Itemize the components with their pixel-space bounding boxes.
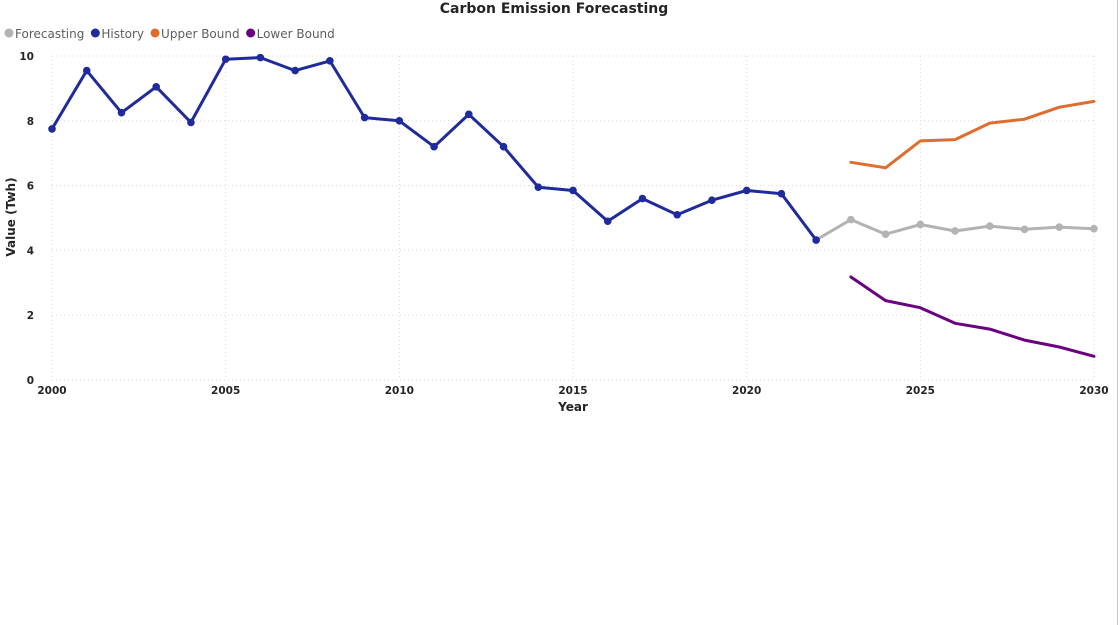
data-point-history[interactable] xyxy=(465,110,473,119)
y-axis-ticks: 0 2 4 6 8 10 xyxy=(19,51,34,387)
legend-item[interactable]: Lower Bound xyxy=(246,27,335,41)
data-point-forecasting[interactable] xyxy=(951,227,959,235)
x-tick-label: 2010 xyxy=(385,385,414,397)
legend-marker xyxy=(246,28,256,38)
x-axis-title: Year xyxy=(557,400,588,414)
legend-label: Lower Bound xyxy=(257,27,335,41)
data-point-history[interactable] xyxy=(82,66,91,75)
data-point-history[interactable] xyxy=(187,118,195,127)
data-point-history[interactable] xyxy=(48,125,56,133)
series-lower-bound xyxy=(849,275,1096,358)
data-point-forecasting[interactable] xyxy=(881,230,890,238)
data-point-history[interactable] xyxy=(117,108,126,117)
series-line-lower-bound xyxy=(849,275,1096,358)
data-point-forecasting[interactable] xyxy=(1055,223,1064,231)
data-point-forecasting[interactable] xyxy=(986,222,994,230)
y-tick-label: 10 xyxy=(19,51,34,63)
series-history xyxy=(48,53,820,244)
data-point-history[interactable] xyxy=(742,186,751,195)
series-lines xyxy=(48,53,1098,358)
data-point-history[interactable] xyxy=(708,196,716,204)
data-point-history[interactable] xyxy=(638,194,647,203)
data-point-history[interactable] xyxy=(534,183,543,192)
chart-title: Carbon Emission Forecasting xyxy=(440,1,669,17)
x-axis-ticks: 2000 2005 2010 2015 2020 2025 2030 xyxy=(37,385,1108,397)
data-point-history[interactable] xyxy=(395,117,404,125)
data-point-forecasting[interactable] xyxy=(1020,225,1029,234)
data-point-history[interactable] xyxy=(326,57,334,65)
legend-label: Upper Bound xyxy=(161,27,240,41)
x-tick-label: 2015 xyxy=(558,385,587,397)
data-point-history[interactable] xyxy=(812,236,820,244)
data-point-history[interactable] xyxy=(291,66,299,75)
x-tick-label: 2020 xyxy=(732,385,761,397)
data-point-history[interactable] xyxy=(499,142,508,151)
x-tick-label: 2005 xyxy=(211,385,240,397)
data-point-forecasting[interactable] xyxy=(916,220,925,229)
legend-label: Forecasting xyxy=(15,27,84,41)
y-tick-label: 2 xyxy=(27,310,34,322)
data-point-history[interactable] xyxy=(430,142,438,151)
y-tick-label: 0 xyxy=(27,375,34,387)
legend-item[interactable]: Forecasting xyxy=(4,27,85,41)
data-point-forecasting[interactable] xyxy=(1090,224,1098,233)
x-tick-label: 2030 xyxy=(1079,385,1108,397)
data-point-history[interactable] xyxy=(152,82,160,91)
legend-marker xyxy=(150,28,160,38)
data-point-history[interactable] xyxy=(673,210,681,219)
data-point-forecasting[interactable] xyxy=(847,215,855,224)
gridlines xyxy=(51,55,1095,381)
data-point-history[interactable] xyxy=(603,217,612,226)
legend-label: History xyxy=(101,27,144,41)
data-point-history[interactable] xyxy=(777,189,786,198)
data-point-history[interactable] xyxy=(221,55,230,64)
data-point-history[interactable] xyxy=(360,113,369,122)
series-upper-bound xyxy=(849,99,1096,170)
legend[interactable]: Forecasting History Upper Bound Lower Bound xyxy=(4,27,335,41)
y-tick-label: 6 xyxy=(27,181,34,193)
legend-item[interactable]: History xyxy=(90,27,144,41)
data-point-history[interactable] xyxy=(256,53,265,62)
data-point-history[interactable] xyxy=(569,186,577,195)
series-line-upper-bound xyxy=(849,99,1096,170)
legend-marker xyxy=(4,28,14,38)
series-forecasting xyxy=(812,215,1098,244)
legend-item[interactable]: Upper Bound xyxy=(150,27,240,41)
x-tick-label: 2000 xyxy=(37,385,66,397)
y-tick-label: 8 xyxy=(27,116,34,128)
y-axis-title: Value (Twh) xyxy=(4,177,18,256)
y-tick-label: 4 xyxy=(27,245,34,257)
legend-marker xyxy=(90,28,100,38)
x-tick-label: 2025 xyxy=(906,385,935,397)
